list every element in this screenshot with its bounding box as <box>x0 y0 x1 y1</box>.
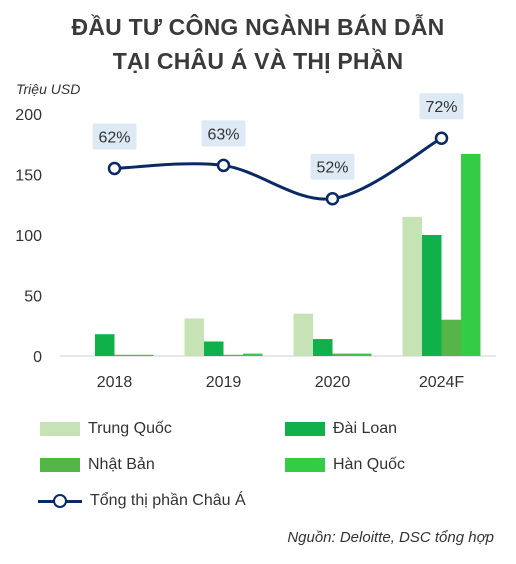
x-tick-label: 2024F <box>419 374 465 391</box>
data-label-2020: 52% <box>316 160 348 177</box>
line-point-2019 <box>216 158 231 173</box>
legend-item-trung-quoc: Trung Quốc <box>40 417 172 441</box>
chart-title-line2: TẠI CHÂU Á VÀ THỊ PHẦN <box>112 48 404 74</box>
data-label-2019: 63% <box>207 126 239 143</box>
legend-label-tong-thi-phan: Tổng thị phần Châu Á <box>90 492 246 509</box>
bar-hàn-quốc-2018 <box>134 354 154 356</box>
data-label-2018: 62% <box>98 129 130 146</box>
line-tong-thi-phan <box>114 136 443 201</box>
bar-trung-quốc-2019 <box>184 318 204 356</box>
bar-hàn-quốc-2019 <box>243 353 263 356</box>
data-label-box <box>419 93 464 120</box>
data-label-box <box>310 153 355 180</box>
bar-hàn-quốc-2024F <box>461 153 481 356</box>
bar-trung-quốc-2024F <box>402 216 422 356</box>
x-tick-label: 2020 <box>315 374 351 391</box>
legend-swatch-han-quoc <box>285 458 325 472</box>
bar-đài-loan-2020 <box>313 339 333 356</box>
bar-nhật-bản-2020 <box>332 353 352 356</box>
y-tick-label: 150 <box>15 168 42 185</box>
source-note: Nguồn: Deloitte, DSC tổng hợp <box>287 529 494 546</box>
legend-label-trung-quoc: Trung Quốc <box>88 420 172 437</box>
legend-swatch-trung-quoc <box>40 422 80 436</box>
x-tick-label: 2018 <box>97 374 133 391</box>
y-tick-label: 200 <box>15 107 42 124</box>
legend-swatch-dai-loan <box>285 422 325 436</box>
legend-swatch-line <box>38 493 82 509</box>
legend-item-han-quoc: Hàn Quốc <box>285 453 405 477</box>
legend-swatch-nhat-ban <box>40 458 80 472</box>
legend-label-dai-loan: Đài Loan <box>333 420 398 437</box>
data-label-2024F: 72% <box>425 99 457 116</box>
line-point-2020 <box>325 191 340 206</box>
bar-trung-quốc-2020 <box>293 313 313 356</box>
bar-đài-loan-2024F <box>422 235 442 356</box>
legend-item-dai-loan: Đài Loan <box>285 417 397 441</box>
bar-nhật-bản-2024F <box>441 319 461 356</box>
legend-label-nhat-ban: Nhật Bản <box>88 456 155 473</box>
bar-đài-loan-2018 <box>95 334 115 356</box>
bar-nhật-bản-2019 <box>223 354 243 356</box>
bar-hàn-quốc-2020 <box>352 353 372 356</box>
line-point-2018 <box>107 161 122 176</box>
y-tick-label: 100 <box>15 228 42 245</box>
legend-item-tong-thi-phan: Tổng thị phần Châu Á <box>38 489 246 513</box>
bar-nhật-bản-2018 <box>114 354 134 356</box>
bar-đài-loan-2019 <box>204 341 224 356</box>
data-label-box <box>201 120 246 147</box>
legend-label-han-quoc: Hàn Quốc <box>333 456 406 473</box>
legend-item-nhat-ban: Nhật Bản <box>40 453 155 477</box>
y-tick-label: 0 <box>33 349 42 366</box>
x-tick-label: 2019 <box>206 374 242 391</box>
y-axis-label: Triệu USD <box>16 81 80 97</box>
line-point-2024F <box>434 131 449 145</box>
y-tick-label: 50 <box>24 289 42 306</box>
data-label-box <box>92 123 137 150</box>
chart-title-line1: ĐẦU TƯ CÔNG NGÀNH BÁN DẪN <box>71 14 445 40</box>
